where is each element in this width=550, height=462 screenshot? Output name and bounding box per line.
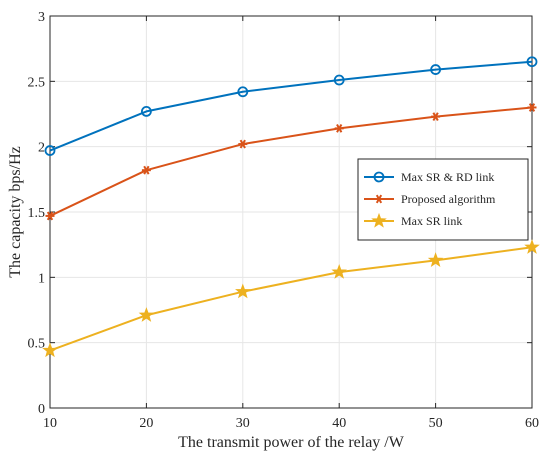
data-point-star (235, 283, 251, 299)
asterisk-stroke (239, 139, 246, 149)
y-tick-label: 0.5 (28, 337, 46, 352)
series-1 (44, 56, 538, 156)
legend: Max SR & RD link Proposed algorithm Max SR… (357, 158, 529, 241)
series-3 (42, 239, 540, 358)
data-point-asterisk (238, 139, 248, 149)
series-line (49, 60, 533, 152)
asterisk-stroke (432, 112, 439, 122)
x-tick-label: 60 (525, 416, 539, 431)
series-line (49, 246, 533, 352)
x-tick-label: 50 (429, 416, 443, 431)
data-point-circle (373, 171, 385, 183)
data-point-star (524, 239, 540, 254)
data-point-asterisk (431, 112, 441, 122)
y-tick-label: 1.5 (28, 206, 46, 221)
legend-item: Max SR link (364, 212, 462, 228)
data-point-star (331, 263, 347, 279)
data-point-star (138, 307, 155, 322)
data-point-asterisk (374, 194, 384, 204)
data-point-circle (333, 74, 345, 86)
x-tick-label: 30 (236, 416, 250, 431)
x-tick-label: 10 (43, 416, 57, 431)
data-point-circle (140, 105, 152, 117)
data-point-circle (44, 145, 56, 156)
data-point-asterisk (527, 103, 537, 112)
series-group (42, 56, 540, 358)
legend-label: Max SR & RD link (401, 170, 494, 184)
legend-label: Proposed algorithm (401, 192, 496, 206)
y-tick-label: 2 (38, 141, 45, 156)
asterisk-stroke (46, 211, 54, 221)
axis-ticks: 10 20 30 40 50 60 0 0.5 1 1.5 2 2.5 3 (28, 10, 540, 431)
y-tick-label: 2.5 (28, 75, 46, 90)
data-point-asterisk (45, 211, 55, 221)
data-point-asterisk (334, 123, 344, 133)
legend-label: Max SR link (401, 214, 462, 228)
x-axis-label: The transmit power of the relay /W (178, 434, 405, 451)
data-point-circle (526, 56, 538, 68)
legend-item: Max SR & RD link (364, 170, 494, 184)
y-axis-label: The capacity bps/Hz (7, 146, 24, 278)
asterisk-stroke (375, 194, 383, 204)
data-point-star (42, 342, 58, 358)
legend-item: Proposed algorithm (364, 192, 496, 206)
data-point-star (371, 212, 387, 228)
y-tick-label: 1 (38, 271, 45, 286)
data-point-circle (237, 86, 249, 98)
asterisk-stroke (528, 103, 536, 112)
data-point-star (427, 252, 444, 267)
series-2 (45, 103, 537, 221)
x-tick-label: 40 (332, 416, 346, 431)
asterisk-stroke (336, 123, 343, 133)
data-point-asterisk (141, 165, 151, 175)
x-tick-label: 20 (139, 416, 153, 431)
data-point-circle (430, 64, 442, 75)
series-line (49, 106, 533, 217)
asterisk-stroke (143, 165, 150, 175)
y-tick-label: 3 (38, 10, 45, 25)
y-tick-label: 0 (38, 402, 45, 417)
